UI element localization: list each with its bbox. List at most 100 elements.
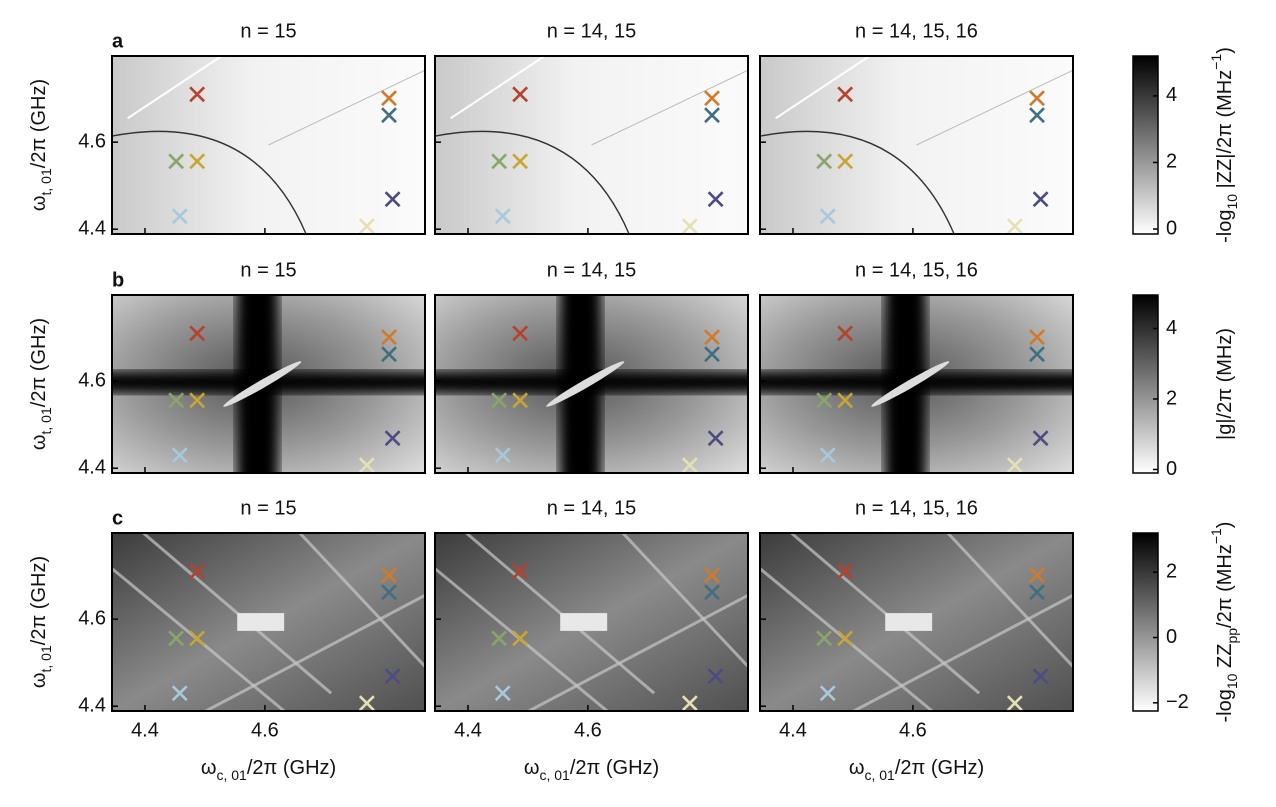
panel-title: n = 14, 15 <box>547 259 637 281</box>
marker <box>1029 329 1045 346</box>
y-tick-label: 4.4 <box>78 456 106 478</box>
colorbar-tick-label: 2 <box>1166 151 1177 173</box>
marker <box>681 695 698 712</box>
x-axis-label-part: ω <box>201 757 217 779</box>
colorbar-tick-label: 2 <box>1166 387 1177 409</box>
panel-frame <box>111 55 426 235</box>
marker <box>168 392 185 409</box>
colorbar-label-part: ZZ <box>1214 644 1236 674</box>
colorbar-label-part: |g|/2π (MHz) <box>1214 328 1236 440</box>
panel-title: n = 14, 15, 16 <box>855 497 978 519</box>
panel-frame <box>434 55 749 235</box>
marker <box>171 208 188 225</box>
panel-title: n = 14, 15, 16 <box>855 20 978 42</box>
marker <box>1029 567 1045 584</box>
colorbar <box>1132 532 1159 712</box>
x-axis-label-part: ω <box>524 757 540 779</box>
marker <box>837 325 854 342</box>
marker <box>1032 191 1049 208</box>
y-axis-label-part: t, 01 <box>38 645 54 672</box>
panel-title: n = 14, 15, 16 <box>855 259 978 281</box>
heatmap-feature <box>560 613 608 631</box>
marker <box>1029 584 1045 601</box>
y-tick-label: 4.4 <box>78 217 106 239</box>
colorbar <box>1132 294 1159 474</box>
y-axis-label-part: /2π (GHz) <box>28 79 50 168</box>
marker <box>1029 346 1045 363</box>
y-axis-label: ωt, 01/2π (GHz) <box>28 318 53 450</box>
marker <box>384 191 401 208</box>
colorbar-tick-label: 0 <box>1166 626 1177 648</box>
marker <box>816 630 833 647</box>
y-axis-label: ωt, 01/2π (GHz) <box>28 79 53 211</box>
marker <box>512 563 529 580</box>
marker <box>494 685 511 702</box>
marker <box>494 208 511 225</box>
x-tick-label: 4.4 <box>131 719 159 741</box>
heatmap-feature <box>528 593 748 711</box>
marker <box>707 668 724 685</box>
marker <box>1032 668 1049 685</box>
colorbar-tick-label: 2 <box>1166 560 1177 582</box>
marker <box>837 563 854 580</box>
colorbar-label-part: −1 <box>1208 528 1224 544</box>
x-axis-label: ωc, 01/2π (GHz) <box>849 757 984 782</box>
y-axis-label-part: ω <box>28 434 50 450</box>
marker <box>681 218 698 235</box>
marker <box>704 107 720 124</box>
colorbar <box>1132 55 1159 235</box>
marker <box>381 567 397 584</box>
marker <box>704 567 720 584</box>
panel-title: n = 14, 15 <box>547 20 637 42</box>
marker <box>1006 218 1023 235</box>
x-axis-label: ωc, 01/2π (GHz) <box>201 757 336 782</box>
marker <box>381 584 397 601</box>
colorbar-label-part: ) <box>1214 47 1236 54</box>
colorbar-label-part: -log <box>1214 689 1236 722</box>
marker <box>837 392 854 409</box>
heatmap <box>435 295 748 473</box>
y-axis-label-part: t, 01 <box>38 407 54 434</box>
marker <box>491 630 508 647</box>
heatmap <box>760 56 1073 234</box>
colorbar-label-part: ) <box>1214 522 1236 529</box>
marker <box>168 153 185 170</box>
panel-label: c <box>112 507 123 529</box>
y-axis-label-part: /2π (GHz) <box>28 318 50 407</box>
panel-title: n = 14, 15 <box>547 497 637 519</box>
marker <box>358 695 375 712</box>
panel-frame <box>759 55 1074 235</box>
heatmap <box>760 295 1073 473</box>
heatmap <box>112 533 425 711</box>
heatmap <box>435 533 748 711</box>
marker <box>816 153 833 170</box>
heatmap-feature <box>205 593 425 711</box>
y-axis-label-part: t, 01 <box>38 168 54 195</box>
marker <box>819 447 836 464</box>
heatmap <box>112 295 425 473</box>
y-axis-label-part: /2π (GHz) <box>28 556 50 645</box>
y-axis-label-part: ω <box>28 672 50 688</box>
panel-frame <box>111 294 426 474</box>
marker <box>1029 90 1045 107</box>
x-axis-label-part: /2π (GHz) <box>895 757 984 779</box>
y-tick-label: 4.6 <box>78 607 106 629</box>
y-tick-label: 4.4 <box>78 694 106 716</box>
marker <box>819 208 836 225</box>
colorbar-label-part: 10 <box>1224 194 1240 210</box>
y-axis-label-part: ω <box>28 195 50 211</box>
x-axis-label: ωc, 01/2π (GHz) <box>524 757 659 782</box>
x-tick-label: 4.6 <box>251 719 279 741</box>
heatmap-feature <box>760 130 955 234</box>
colorbar-label: |g|/2π (MHz) <box>1214 328 1236 440</box>
marker <box>171 685 188 702</box>
marker <box>189 153 206 170</box>
marker <box>494 447 511 464</box>
marker <box>381 90 397 107</box>
colorbar-tick-label: 0 <box>1166 217 1177 239</box>
heatmap-feature <box>871 361 950 407</box>
marker <box>816 392 833 409</box>
panel-frame <box>434 532 749 712</box>
colorbar-label-part: pp <box>1224 628 1240 644</box>
x-tick-label: 4.4 <box>454 719 482 741</box>
